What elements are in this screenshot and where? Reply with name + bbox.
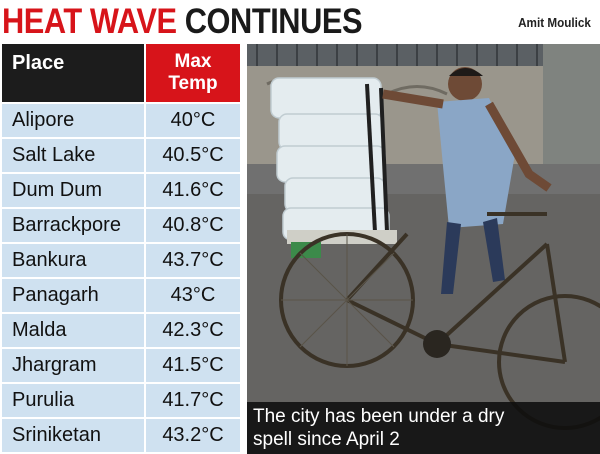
temp-cell: 43°C: [146, 279, 240, 312]
headline-part-red: HEAT WAVE: [2, 2, 185, 41]
header-place: Place: [2, 44, 144, 102]
place-cell: Panagarh: [2, 279, 144, 312]
place-cell: Purulia: [2, 384, 144, 417]
temp-cell: 41.5°C: [146, 349, 240, 382]
table-row: Jhargram 41.5°C: [2, 349, 240, 382]
temp-cell: 43.2°C: [146, 419, 240, 452]
place-cell: Bankura: [2, 244, 144, 277]
caption-line-2: spell since April 2: [253, 429, 400, 450]
table-body: Alipore 40°C Salt Lake 40.5°C Dum Dum 41.6°C B…: [2, 104, 240, 452]
table-row: Panagarh 43°C: [2, 279, 240, 312]
table-row: Salt Lake 40.5°C: [2, 139, 240, 172]
temp-cell: 40.5°C: [146, 139, 240, 172]
header-max-temp: Max Temp: [146, 44, 240, 102]
place-cell: Alipore: [2, 104, 144, 137]
table-row: Bankura 43.7°C: [2, 244, 240, 277]
place-cell: Sriniketan: [2, 419, 144, 452]
temp-cell: 40°C: [146, 104, 240, 137]
table-row: Malda 42.3°C: [2, 314, 240, 347]
place-cell: Jhargram: [2, 349, 144, 382]
table-header: Place Max Temp: [2, 44, 240, 102]
place-cell: Barrackpore: [2, 209, 144, 242]
temp-cell: 43.7°C: [146, 244, 240, 277]
table-row: Alipore 40°C: [2, 104, 240, 137]
photo-caption: The city has been under a dry spell sinc…: [247, 402, 600, 454]
photo-credit: Amit Moulick: [518, 15, 591, 30]
cyclist-ice-photo: [247, 44, 600, 454]
table-row: Sriniketan 43.2°C: [2, 419, 240, 452]
temp-cell: 41.7°C: [146, 384, 240, 417]
place-cell: Dum Dum: [2, 174, 144, 207]
headline: HEAT WAVE CONTINUES: [2, 2, 363, 42]
headline-part-black: CONTINUES: [184, 2, 363, 41]
place-cell: Malda: [2, 314, 144, 347]
temp-cell: 40.8°C: [146, 209, 240, 242]
temp-cell: 41.6°C: [146, 174, 240, 207]
caption-line-1: The city has been under a dry: [253, 406, 505, 427]
news-photo: The city has been under a dry spell sinc…: [247, 44, 600, 454]
table-row: Dum Dum 41.6°C: [2, 174, 240, 207]
temperature-table: Place Max Temp Alipore 40°C Salt Lake 40.5°…: [2, 44, 240, 452]
place-cell: Salt Lake: [2, 139, 144, 172]
table-row: Barrackpore 40.8°C: [2, 209, 240, 242]
temp-cell: 42.3°C: [146, 314, 240, 347]
table-row: Purulia 41.7°C: [2, 384, 240, 417]
